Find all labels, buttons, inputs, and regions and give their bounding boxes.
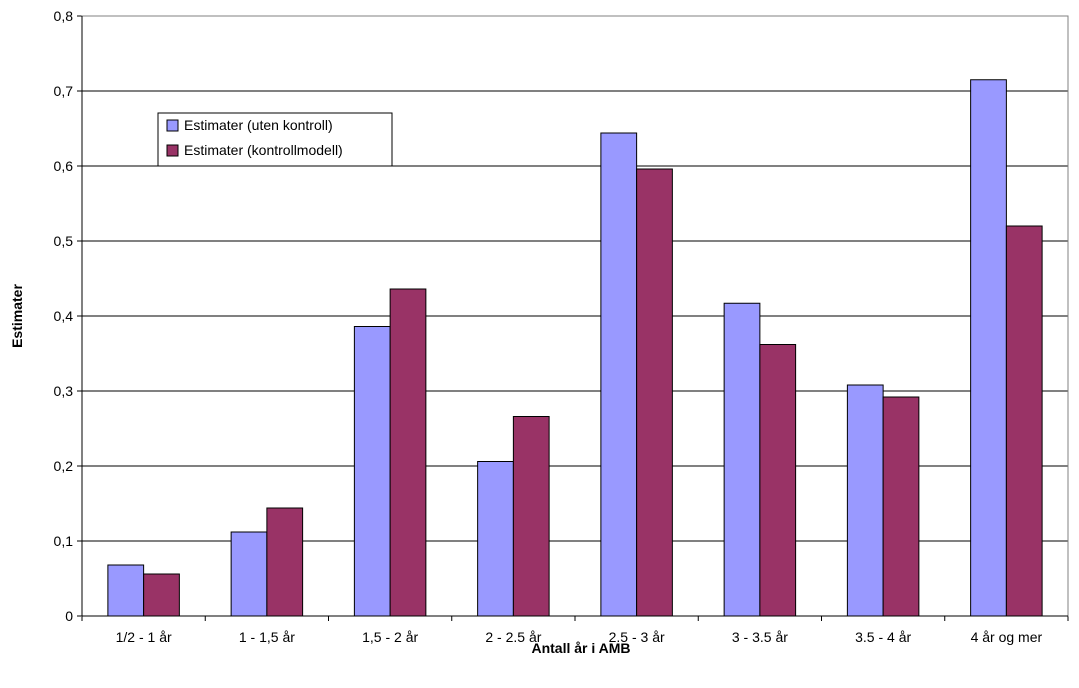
legend-label-series-1: Estimater (uten kontroll) bbox=[184, 117, 333, 133]
x-axis-title: Antall år i AMB bbox=[531, 640, 630, 656]
bar-series-1 bbox=[600, 132, 638, 617]
bar-series-1 bbox=[230, 531, 268, 617]
x-tick-label: 4 år og mer bbox=[971, 629, 1043, 645]
bar-series-2 bbox=[882, 396, 920, 617]
x-tick-label: 3.5 - 4 år bbox=[855, 629, 911, 645]
legend: Estimater (uten kontroll) Estimater (kon… bbox=[157, 112, 393, 167]
bar-series-1 bbox=[477, 461, 514, 617]
y-tick-label: 0 bbox=[65, 608, 73, 624]
y-tick-labels: 0 0,1 0,2 0,3 0,4 0,5 0,6 0,7 0,8 bbox=[54, 8, 74, 624]
bar-series-2 bbox=[389, 288, 427, 617]
x-tick-labels: 1/2 - 1 år 1 - 1,5 år 1,5 - 2 år 2 - 2.5 år… bbox=[116, 629, 1043, 645]
axes bbox=[81, 15, 1069, 617]
x-tick-label: 3 - 3.5 år bbox=[732, 629, 788, 645]
x-tick-label: 1,5 - 2 år bbox=[362, 629, 418, 645]
bar-series-1 bbox=[353, 326, 391, 617]
y-tick-label: 0,2 bbox=[54, 458, 74, 474]
x-tick-label: 1 - 1,5 år bbox=[239, 629, 295, 645]
bars bbox=[107, 79, 1043, 617]
bar-series-2 bbox=[512, 416, 550, 617]
y-tick-label: 0,3 bbox=[54, 383, 74, 399]
bar-series-1 bbox=[107, 564, 145, 617]
bar-series-2 bbox=[636, 168, 673, 617]
legend-swatch-series-2 bbox=[166, 144, 179, 157]
bar-series-2 bbox=[759, 344, 797, 617]
bar-series-1 bbox=[970, 79, 1007, 617]
y-tick-label: 0,4 bbox=[54, 308, 74, 324]
y-axis-title: Estimater bbox=[9, 284, 25, 348]
bar-series-2 bbox=[1005, 225, 1043, 617]
legend-box bbox=[157, 112, 393, 167]
bar-series-1 bbox=[846, 384, 884, 617]
y-tick-label: 0,7 bbox=[54, 83, 74, 99]
y-tick-label: 0,6 bbox=[54, 158, 74, 174]
y-tick-label: 0,5 bbox=[54, 233, 74, 249]
legend-swatch-series-1 bbox=[166, 119, 179, 132]
y-tick-label: 0,8 bbox=[54, 8, 74, 24]
legend-label-series-2: Estimater (kontrollmodell) bbox=[184, 142, 343, 158]
x-tick-label: 1/2 - 1 år bbox=[116, 629, 172, 645]
bar-series-2 bbox=[143, 573, 180, 617]
y-tick-label: 0,1 bbox=[54, 533, 74, 549]
x-tick-label: 2 - 2.5 år bbox=[485, 629, 541, 645]
bar-series-1 bbox=[723, 302, 761, 617]
x-tick-label: 2.5 - 3 år bbox=[609, 629, 665, 645]
bar-series-2 bbox=[266, 507, 304, 617]
